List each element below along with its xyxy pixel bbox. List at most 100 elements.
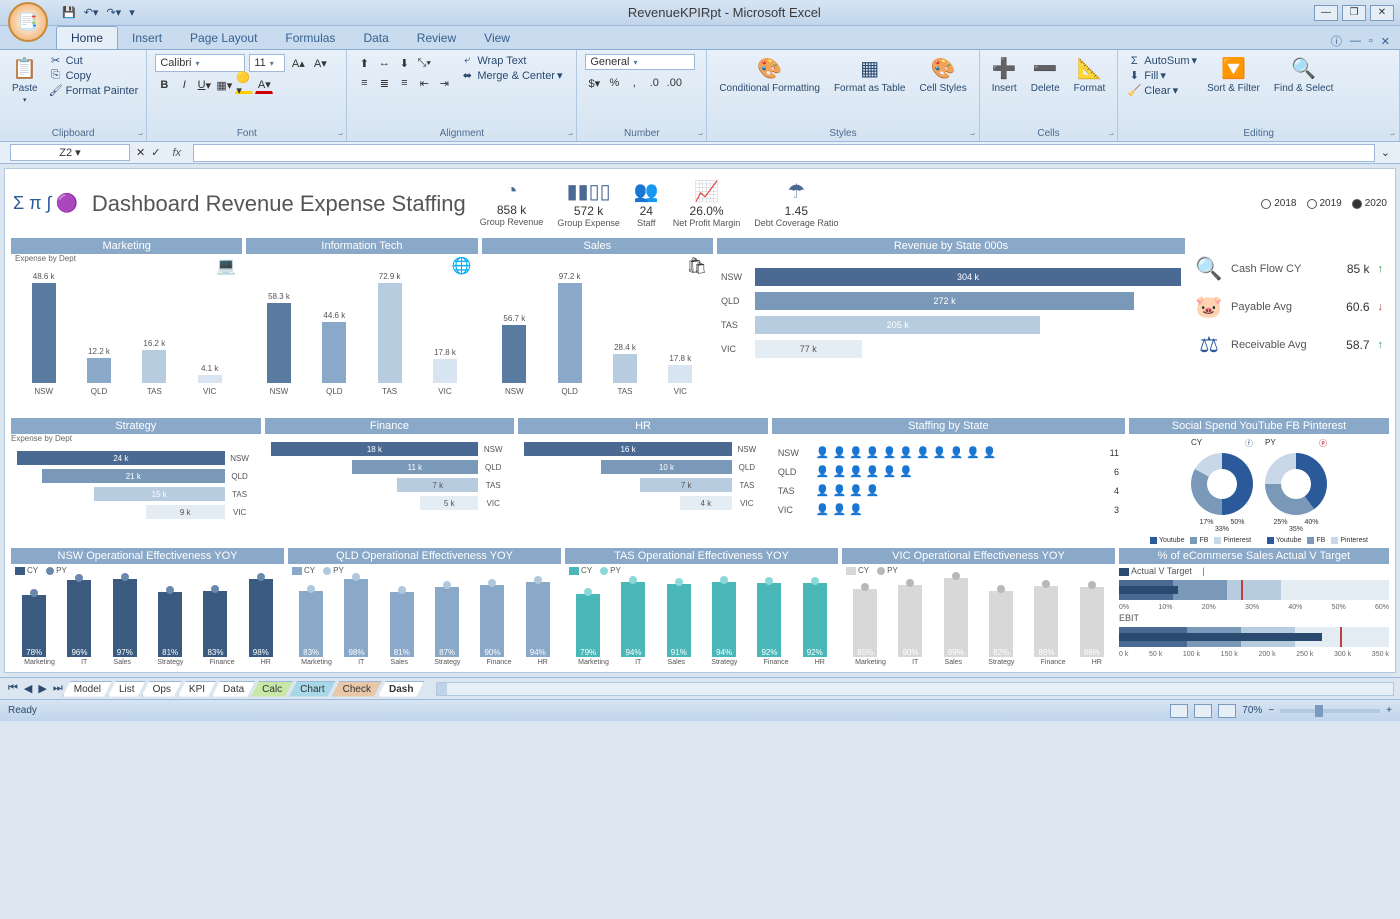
font-color-button[interactable]: A▾: [255, 76, 273, 94]
ribbon-minimize-icon[interactable]: —: [1350, 35, 1361, 47]
currency-button[interactable]: $▾: [585, 74, 603, 92]
page-layout-view-button[interactable]: [1194, 704, 1212, 718]
find-icon: 🔍: [1291, 56, 1316, 81]
expand-formula-icon[interactable]: ⌄: [1381, 146, 1390, 159]
merge-center-button[interactable]: ⬌Merge & Center▾: [459, 69, 562, 82]
ribbon-close-icon[interactable]: ✕: [1381, 35, 1390, 48]
sheet-tab-Chart[interactable]: Chart: [289, 681, 335, 697]
indent-inc-button[interactable]: ⇥: [435, 74, 453, 92]
align-left-button[interactable]: ≡: [355, 74, 373, 92]
clear-button[interactable]: 🧹Clear▾: [1126, 84, 1197, 97]
align-center-button[interactable]: ≣: [375, 74, 393, 92]
wrap-text-button[interactable]: ⤶Wrap Text: [459, 54, 562, 67]
find-select-button[interactable]: 🔍Find & Select: [1270, 54, 1337, 126]
tab-page-layout[interactable]: Page Layout: [176, 27, 271, 49]
sheet-prev-button[interactable]: ◀: [22, 682, 34, 695]
tab-home[interactable]: Home: [56, 26, 118, 49]
insert-cells-button[interactable]: ➕Insert: [988, 54, 1021, 126]
titlebar: 📑 💾 ↶▾ ↷▾ ▾ RevenueKPIRpt - Microsoft Ex…: [0, 0, 1400, 26]
help-icon[interactable]: ⓘ: [1331, 33, 1342, 49]
umbrella-icon: ☂: [787, 179, 805, 204]
sheet-first-button[interactable]: ⏮: [6, 682, 20, 695]
sheet-last-button[interactable]: ⏭: [51, 682, 65, 695]
italic-button[interactable]: I: [175, 76, 193, 94]
sheet-tab-Model[interactable]: Model: [63, 681, 112, 697]
copy-button[interactable]: ⎘Copy: [48, 69, 139, 82]
office-button[interactable]: 📑: [8, 2, 48, 42]
accept-formula-icon[interactable]: ✓: [151, 146, 160, 159]
orientation-button[interactable]: ⤡▾: [415, 54, 433, 72]
name-box[interactable]: Z2 ▾: [10, 144, 130, 161]
horizontal-scrollbar[interactable]: [436, 682, 1394, 696]
zoom-in-button[interactable]: +: [1386, 705, 1392, 716]
sheet-tab-List[interactable]: List: [108, 681, 146, 697]
format-as-table-button[interactable]: ▦Format as Table: [830, 54, 910, 126]
sheet-next-button[interactable]: ▶: [36, 682, 48, 695]
undo-icon[interactable]: ↶▾: [84, 6, 99, 19]
fill-color-button[interactable]: 🟡▾: [235, 76, 253, 94]
bullet2-title: EBIT: [1119, 613, 1389, 623]
cancel-formula-icon[interactable]: ✕: [136, 146, 145, 159]
revenue-state-title: Revenue by State 000s: [717, 238, 1185, 254]
fx-icon[interactable]: fx: [166, 147, 187, 159]
year-radio-2020[interactable]: 2020: [1352, 198, 1387, 209]
formula-input[interactable]: [193, 144, 1375, 162]
zoom-out-button[interactable]: −: [1268, 705, 1274, 716]
align-middle-button[interactable]: ↔: [375, 54, 393, 72]
tab-review[interactable]: Review: [403, 27, 470, 49]
tab-view[interactable]: View: [470, 27, 524, 49]
font-family-combo[interactable]: Calibri: [155, 54, 245, 72]
format-cells-button[interactable]: 📐Format: [1070, 54, 1110, 126]
kpi-debt: ☂1.45Debt Coverage Ratio: [754, 179, 838, 228]
cell-styles-button[interactable]: 🎨Cell Styles: [915, 54, 970, 126]
normal-view-button[interactable]: [1170, 704, 1188, 718]
tab-data[interactable]: Data: [349, 27, 402, 49]
sheet-tab-Check[interactable]: Check: [332, 681, 382, 697]
ribbon-restore-icon[interactable]: ▫: [1369, 35, 1373, 47]
format-painter-button[interactable]: 🖌Format Painter: [48, 84, 139, 97]
year-radio-2018[interactable]: 2018: [1261, 198, 1296, 209]
font-size-combo[interactable]: 11: [249, 54, 285, 72]
sheet-tab-Calc[interactable]: Calc: [251, 681, 293, 697]
sheet-tab-KPI[interactable]: KPI: [178, 681, 216, 697]
cut-button[interactable]: ✂Cut: [48, 54, 139, 67]
tab-insert[interactable]: Insert: [118, 27, 176, 49]
save-icon[interactable]: 💾: [62, 6, 76, 19]
align-top-button[interactable]: ⬆: [355, 54, 373, 72]
sheet-tab-Ops[interactable]: Ops: [142, 681, 182, 697]
minimize-button[interactable]: —: [1314, 5, 1338, 21]
tab-formulas[interactable]: Formulas: [271, 27, 349, 49]
donut-legend: YoutubeFBPinterest YoutubeFBPinterest: [1129, 537, 1389, 544]
maximize-button[interactable]: ❐: [1342, 5, 1366, 21]
zoom-level[interactable]: 70%: [1242, 705, 1262, 716]
border-button[interactable]: ▦▾: [215, 76, 233, 94]
sheet-tab-Dash[interactable]: Dash: [378, 681, 424, 697]
number-format-combo[interactable]: General: [585, 54, 695, 70]
sort-filter-button[interactable]: 🔽Sort & Filter: [1203, 54, 1264, 126]
fill-button[interactable]: ⬇Fill▾: [1126, 69, 1197, 82]
bold-button[interactable]: B: [155, 76, 173, 94]
dec-decimal-button[interactable]: .00: [665, 74, 683, 92]
dept-chart-1: Information Tech🌐58.3 kNSW44.6 kQLD72.9 …: [246, 238, 477, 414]
close-button[interactable]: ✕: [1370, 5, 1394, 21]
delete-cells-button[interactable]: ➖Delete: [1027, 54, 1064, 126]
redo-icon[interactable]: ↷▾: [106, 6, 121, 19]
indent-dec-button[interactable]: ⇤: [415, 74, 433, 92]
paste-button[interactable]: 📋Paste▾: [8, 54, 42, 126]
eff-panel-0: NSW Operational Effectiveness YOYCYPY78%…: [11, 548, 284, 666]
year-radio-2019[interactable]: 2019: [1307, 198, 1342, 209]
conditional-formatting-button[interactable]: 🎨Conditional Formatting: [715, 54, 824, 126]
underline-button[interactable]: U▾: [195, 76, 213, 94]
inc-decimal-button[interactable]: .0: [645, 74, 663, 92]
shrink-font-button[interactable]: A▾: [311, 54, 329, 72]
percent-button[interactable]: %: [605, 74, 623, 92]
grow-font-button[interactable]: A▴: [289, 54, 307, 72]
sheet-tab-Data[interactable]: Data: [212, 681, 255, 697]
zoom-slider[interactable]: [1280, 709, 1380, 713]
donut-cy: [1191, 453, 1253, 515]
align-right-button[interactable]: ≡: [395, 74, 413, 92]
autosum-button[interactable]: ΣAutoSum▾: [1126, 54, 1197, 67]
comma-button[interactable]: ,: [625, 74, 643, 92]
page-break-view-button[interactable]: [1218, 704, 1236, 718]
align-bottom-button[interactable]: ⬇: [395, 54, 413, 72]
